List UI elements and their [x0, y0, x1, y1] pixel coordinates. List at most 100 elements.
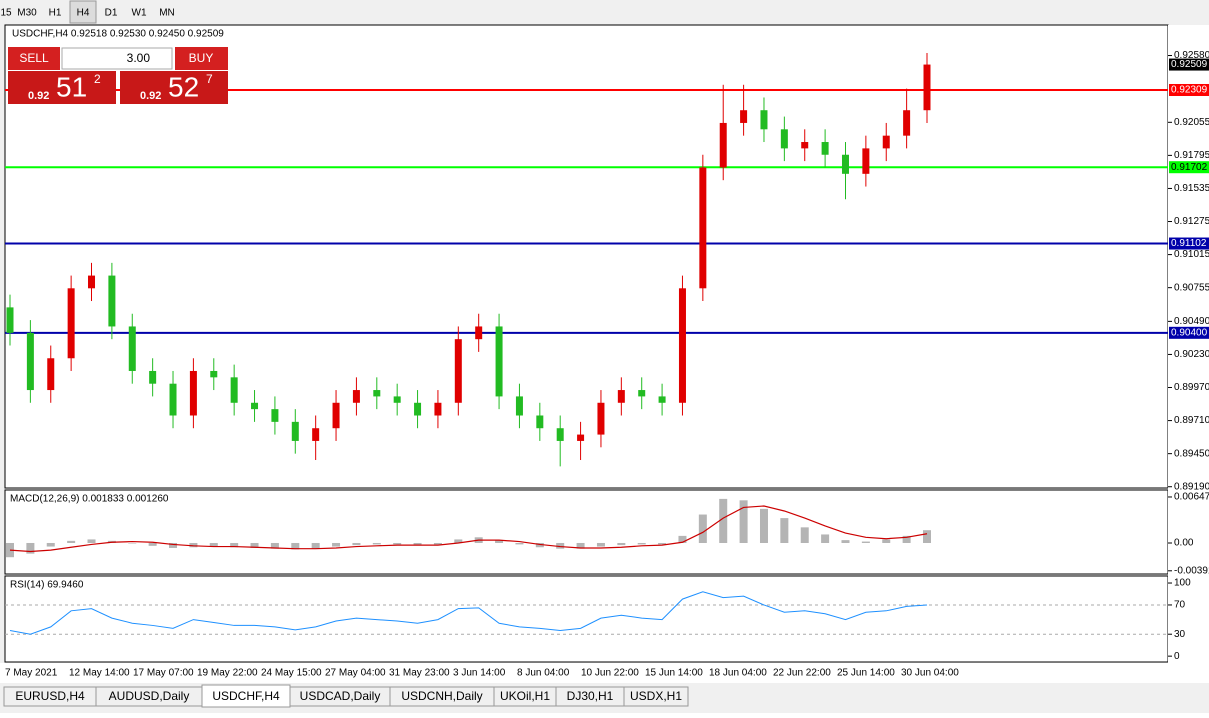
macd-title: MACD(12,26,9) 0.001833 0.001260 — [10, 494, 169, 505]
symbol-tab-label: USDCHF,H4 — [212, 689, 280, 703]
candle-body — [678, 288, 686, 403]
candle-body — [699, 167, 707, 289]
timeframe-button[interactable] — [14, 1, 40, 23]
candle-body — [760, 110, 768, 130]
symbol-tab[interactable] — [623, 686, 689, 707]
candle-body — [352, 390, 360, 403]
macd-bar — [841, 540, 850, 543]
candle-body — [373, 390, 381, 397]
macd-bar — [637, 542, 646, 545]
lots-field[interactable] — [61, 47, 173, 70]
macd-bar — [861, 541, 870, 543]
candle-body — [475, 326, 483, 340]
y-tick-label: 0.89190 — [1174, 481, 1209, 492]
level-label: 0.91702 — [1171, 162, 1208, 173]
x-tick-label: 15 Jun 14:00 — [645, 668, 703, 679]
y-tick-label: 0.91275 — [1174, 216, 1209, 227]
y-tick-label: 0.89970 — [1174, 382, 1209, 393]
macd-bar — [352, 542, 361, 546]
level-tag — [1169, 161, 1209, 174]
y-tick-label: 0.91015 — [1174, 249, 1209, 260]
sell-button[interactable] — [8, 47, 60, 70]
bid-box[interactable] — [8, 71, 116, 104]
symbol-tab-label: USDCNH,Daily — [401, 689, 482, 703]
y-tick-label: 70 — [1174, 600, 1186, 611]
candle-body — [577, 434, 585, 441]
timeframe-button[interactable] — [69, 0, 97, 24]
candle-body — [536, 415, 544, 429]
macd-bar — [148, 542, 157, 546]
bid-fraction: 2 — [94, 72, 101, 86]
candle-body — [862, 148, 870, 174]
y-tick-label: 0.92580 — [1174, 50, 1209, 61]
buy-button[interactable] — [175, 47, 228, 70]
macd-signal — [9, 505, 928, 553]
timeframe-button[interactable] — [126, 1, 152, 23]
y-tick-label: 0.91795 — [1174, 150, 1209, 161]
y-tick-label: 0.90230 — [1174, 349, 1209, 360]
symbol-tab-label: DJ30,H1 — [567, 689, 614, 703]
y-tick-label: 30 — [1174, 629, 1186, 640]
ask-box[interactable] — [120, 71, 228, 104]
macd-bar — [821, 534, 830, 543]
level-tag — [1169, 237, 1209, 250]
y-tick-label: 0.89450 — [1174, 448, 1209, 459]
symbol-tab-label: AUDUSD,Daily — [109, 689, 190, 703]
candle-body — [251, 402, 259, 410]
price-scale — [1168, 25, 1209, 663]
candle-body — [88, 275, 96, 289]
y-tick-label: -0.00391 — [1174, 565, 1209, 576]
macd-bar — [46, 542, 55, 547]
y-tick-label: 0.91535 — [1174, 183, 1209, 194]
macd-bar — [128, 542, 137, 544]
timeframe-label: 15 — [0, 8, 12, 19]
candle-body — [719, 122, 727, 168]
timeframe-button[interactable] — [98, 1, 124, 23]
x-tick-label: 25 Jun 14:00 — [837, 668, 895, 679]
macd-bar — [372, 542, 381, 545]
symbol-tab-label: UKOil,H1 — [500, 689, 550, 703]
level-label: 0.91102 — [1171, 238, 1207, 249]
last-price-tag — [1169, 58, 1209, 71]
candle-body — [210, 370, 218, 378]
level-label: 0.90400 — [1171, 327, 1208, 338]
ask-pips: 52 — [168, 71, 199, 102]
candle-body — [515, 396, 523, 416]
timeframe-button[interactable] — [0, 1, 12, 23]
macd-bar — [311, 542, 320, 549]
candle-body — [740, 110, 748, 123]
symbol-tab-label: USDCAD,Daily — [300, 689, 381, 703]
macd-bar — [759, 508, 768, 543]
timeframe-button[interactable] — [154, 1, 180, 23]
lots-value: 3.00 — [127, 51, 151, 65]
candle-body — [658, 396, 666, 403]
symbol-tab-label: USDX,H1 — [630, 689, 682, 703]
candle-body — [291, 421, 299, 441]
candle-body — [271, 409, 279, 422]
candle-body — [414, 402, 422, 416]
timeframe-label: MN — [159, 8, 175, 19]
x-tick-label: 18 Jun 04:00 — [709, 668, 767, 679]
macd-bar — [902, 535, 911, 543]
macd-bar — [250, 542, 259, 548]
timeframe-button[interactable] — [42, 1, 68, 23]
candle-body — [393, 396, 401, 403]
timeframe-label: D1 — [105, 8, 118, 19]
candle-body — [556, 428, 564, 441]
x-tick-label: 3 Jun 14:00 — [453, 668, 506, 679]
y-tick-label: 0.00 — [1174, 538, 1194, 549]
candle-body — [495, 326, 503, 397]
macd-bar — [556, 542, 565, 549]
x-tick-label: 8 Jun 04:00 — [517, 668, 570, 679]
level-label: 0.92309 — [1171, 85, 1208, 96]
macd-bar — [189, 542, 198, 548]
symbol-header: USDCHF,H4 0.92518 0.92530 0.92450 0.9250… — [12, 29, 224, 40]
y-tick-label: 0 — [1174, 651, 1180, 662]
candle-body — [230, 377, 238, 403]
bid-prefix: 0.92 — [28, 90, 49, 102]
macd-bar — [617, 542, 626, 546]
macd-bar — [882, 539, 891, 543]
ask-fraction: 7 — [206, 72, 213, 86]
macd-bar — [923, 530, 931, 543]
macd-bar — [780, 518, 789, 543]
